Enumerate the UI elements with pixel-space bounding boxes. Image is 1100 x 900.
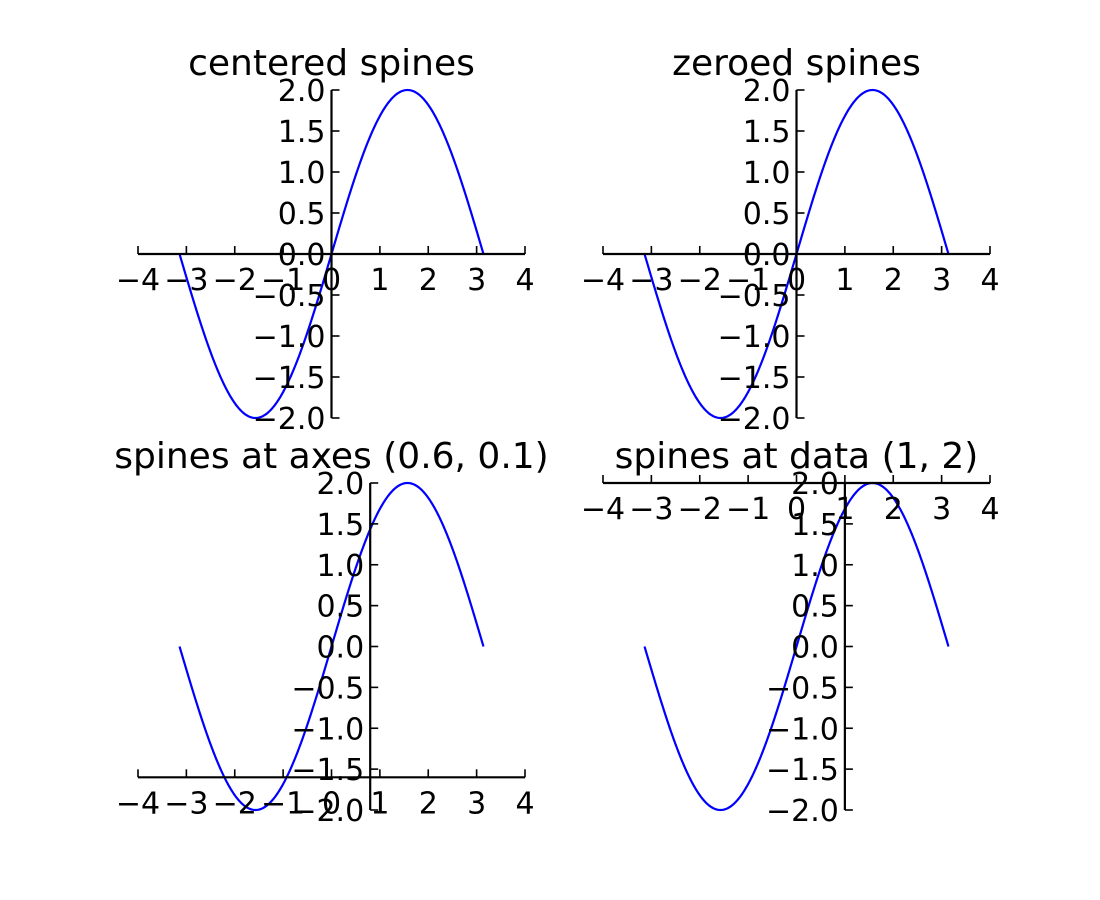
y-tick-label: −2.0 bbox=[766, 794, 839, 829]
y-tick-label: 2.0 bbox=[743, 74, 791, 109]
y-tick-label: −1.0 bbox=[253, 320, 326, 355]
x-tick-label: 1 bbox=[370, 263, 389, 298]
x-tick-label: 1 bbox=[370, 786, 389, 821]
x-tick-label: −3 bbox=[164, 786, 208, 821]
y-tick-label: −2.0 bbox=[718, 402, 791, 437]
y-tick-label: 1.5 bbox=[743, 115, 791, 150]
subplot-title: spines at axes (0.6, 0.1) bbox=[114, 436, 548, 477]
x-tick-label: −1 bbox=[261, 786, 305, 821]
y-tick-label: 0.0 bbox=[743, 238, 791, 273]
x-tick-label: 3 bbox=[932, 263, 951, 298]
y-tick-label: −1.5 bbox=[291, 753, 364, 788]
y-tick-label: 0.5 bbox=[791, 590, 839, 625]
y-tick-label: 1.5 bbox=[791, 508, 839, 543]
y-tick-label: 2.0 bbox=[791, 467, 839, 502]
x-tick-label: −1 bbox=[261, 263, 305, 298]
x-tick-label: 1 bbox=[835, 492, 854, 527]
x-tick-label: 0 bbox=[787, 263, 806, 298]
sine-curve bbox=[643, 481, 950, 812]
y-tick-label: −0.5 bbox=[766, 671, 839, 706]
x-tick-label: 4 bbox=[515, 786, 534, 821]
y-tick-label: 1.0 bbox=[743, 156, 791, 191]
subplot-2: zeroed spines −4 −3 −2 −1 0 1 2 3 4 −2.0 −1.5 −1.0 −0… bbox=[581, 43, 1000, 437]
x-tick-label: 0 bbox=[322, 263, 341, 298]
y-tick-label: −2.0 bbox=[253, 402, 326, 437]
y-tick-label: −1.0 bbox=[766, 712, 839, 747]
y-tick-label: 0.0 bbox=[791, 631, 839, 666]
x-tick-label: −3 bbox=[629, 263, 673, 298]
x-tick-label: 4 bbox=[980, 492, 999, 527]
y-tick-label: −0.5 bbox=[718, 279, 791, 314]
x-tick-label: 1 bbox=[835, 263, 854, 298]
subplot-title: zeroed spines bbox=[672, 43, 921, 84]
y-tick-label: 1.0 bbox=[316, 549, 364, 584]
x-tick-label: −4 bbox=[581, 263, 625, 298]
subplot-1: centered spines −4 −3 −2 −1 0 1 2 3 4 −2.0 −1.5 −1.0… bbox=[116, 43, 535, 437]
y-tick-label: 0.5 bbox=[743, 197, 791, 232]
x-tick-label: 3 bbox=[932, 492, 951, 527]
x-tick-label: −1 bbox=[726, 263, 770, 298]
x-tick-label: −4 bbox=[116, 786, 160, 821]
y-tick-label: 1.5 bbox=[278, 115, 326, 150]
x-tick-label: 2 bbox=[884, 492, 903, 527]
y-tick-label: 0.5 bbox=[316, 590, 364, 625]
x-tick-label: −2 bbox=[213, 263, 257, 298]
y-tick-label: 1.5 bbox=[316, 508, 364, 543]
subplot-title: centered spines bbox=[188, 43, 475, 84]
y-tick-label: 0.0 bbox=[278, 238, 326, 273]
x-tick-label: −1 bbox=[726, 492, 770, 527]
y-tick-label: 2.0 bbox=[316, 467, 364, 502]
y-tick-label: −0.5 bbox=[253, 279, 326, 314]
x-tick-label: −4 bbox=[581, 492, 625, 527]
x-tick-label: 0 bbox=[787, 492, 806, 527]
subplot-title: spines at data (1, 2) bbox=[615, 436, 979, 477]
x-tick-label: 0 bbox=[322, 786, 341, 821]
x-tick-label: −4 bbox=[116, 263, 160, 298]
y-tick-label: 0.5 bbox=[278, 197, 326, 232]
x-tick-label: −2 bbox=[213, 786, 257, 821]
y-tick-label: −1.0 bbox=[291, 712, 364, 747]
x-tick-label: −3 bbox=[629, 492, 673, 527]
y-tick-label: −1.5 bbox=[766, 753, 839, 788]
subplot-4: spines at data (1, 2) −4 −3 −2 −1 0 1 2 3 4 −2.0 −1… bbox=[581, 436, 1000, 829]
x-tick-label: 4 bbox=[980, 263, 999, 298]
y-tick-label: 0.0 bbox=[316, 631, 364, 666]
y-tick-label: 1.0 bbox=[278, 156, 326, 191]
x-tick-label: 2 bbox=[419, 263, 438, 298]
y-tick-label: −1.5 bbox=[718, 361, 791, 396]
y-tick-label: −1.0 bbox=[718, 320, 791, 355]
x-tick-label: −3 bbox=[164, 263, 208, 298]
sine-curve bbox=[178, 481, 485, 812]
x-tick-label: 4 bbox=[515, 263, 534, 298]
subplot-3: spines at axes (0.6, 0.1) −4 −3 −2 −1 0 1 2 3 4 −2… bbox=[114, 436, 548, 829]
y-tick-label: −2.0 bbox=[291, 794, 364, 829]
y-tick-label: −1.5 bbox=[253, 361, 326, 396]
x-tick-label: −2 bbox=[678, 263, 722, 298]
x-tick-label: 2 bbox=[884, 263, 903, 298]
x-tick-label: 2 bbox=[419, 786, 438, 821]
x-tick-label: −2 bbox=[678, 492, 722, 527]
x-tick-label: 3 bbox=[467, 786, 486, 821]
y-tick-label: 1.0 bbox=[791, 549, 839, 584]
x-tick-label: 3 bbox=[467, 263, 486, 298]
y-tick-label: 2.0 bbox=[278, 74, 326, 109]
y-tick-label: −0.5 bbox=[291, 671, 364, 706]
